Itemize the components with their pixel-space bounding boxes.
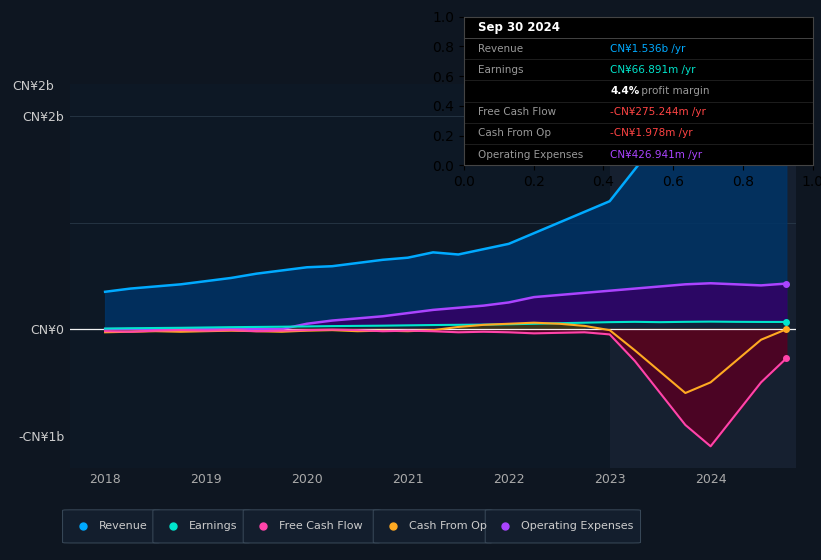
Text: CN¥426.941m /yr: CN¥426.941m /yr — [610, 150, 703, 160]
FancyBboxPatch shape — [374, 510, 493, 543]
Text: Cash From Op: Cash From Op — [478, 128, 551, 138]
Bar — [610, 84, 796, 468]
Text: profit margin: profit margin — [639, 86, 710, 96]
Text: -CN¥1.978m /yr: -CN¥1.978m /yr — [610, 128, 693, 138]
Text: CN¥1.536b /yr: CN¥1.536b /yr — [610, 44, 686, 54]
Text: Earnings: Earnings — [189, 521, 237, 531]
FancyBboxPatch shape — [153, 510, 250, 543]
Text: Free Cash Flow: Free Cash Flow — [478, 107, 556, 117]
Text: CN¥66.891m /yr: CN¥66.891m /yr — [610, 65, 696, 75]
Text: Sep 30 2024: Sep 30 2024 — [478, 21, 560, 34]
Text: -CN¥275.244m /yr: -CN¥275.244m /yr — [610, 107, 706, 117]
Text: CN¥2b: CN¥2b — [12, 80, 54, 94]
Text: Revenue: Revenue — [99, 521, 148, 531]
Text: Operating Expenses: Operating Expenses — [521, 521, 634, 531]
Text: Free Cash Flow: Free Cash Flow — [279, 521, 363, 531]
Text: 4.4%: 4.4% — [610, 86, 640, 96]
Text: Operating Expenses: Operating Expenses — [478, 150, 583, 160]
FancyBboxPatch shape — [485, 510, 640, 543]
Text: Revenue: Revenue — [478, 44, 523, 54]
Text: Earnings: Earnings — [478, 65, 523, 75]
FancyBboxPatch shape — [243, 510, 380, 543]
FancyBboxPatch shape — [62, 510, 160, 543]
Text: Cash From Op: Cash From Op — [410, 521, 487, 531]
